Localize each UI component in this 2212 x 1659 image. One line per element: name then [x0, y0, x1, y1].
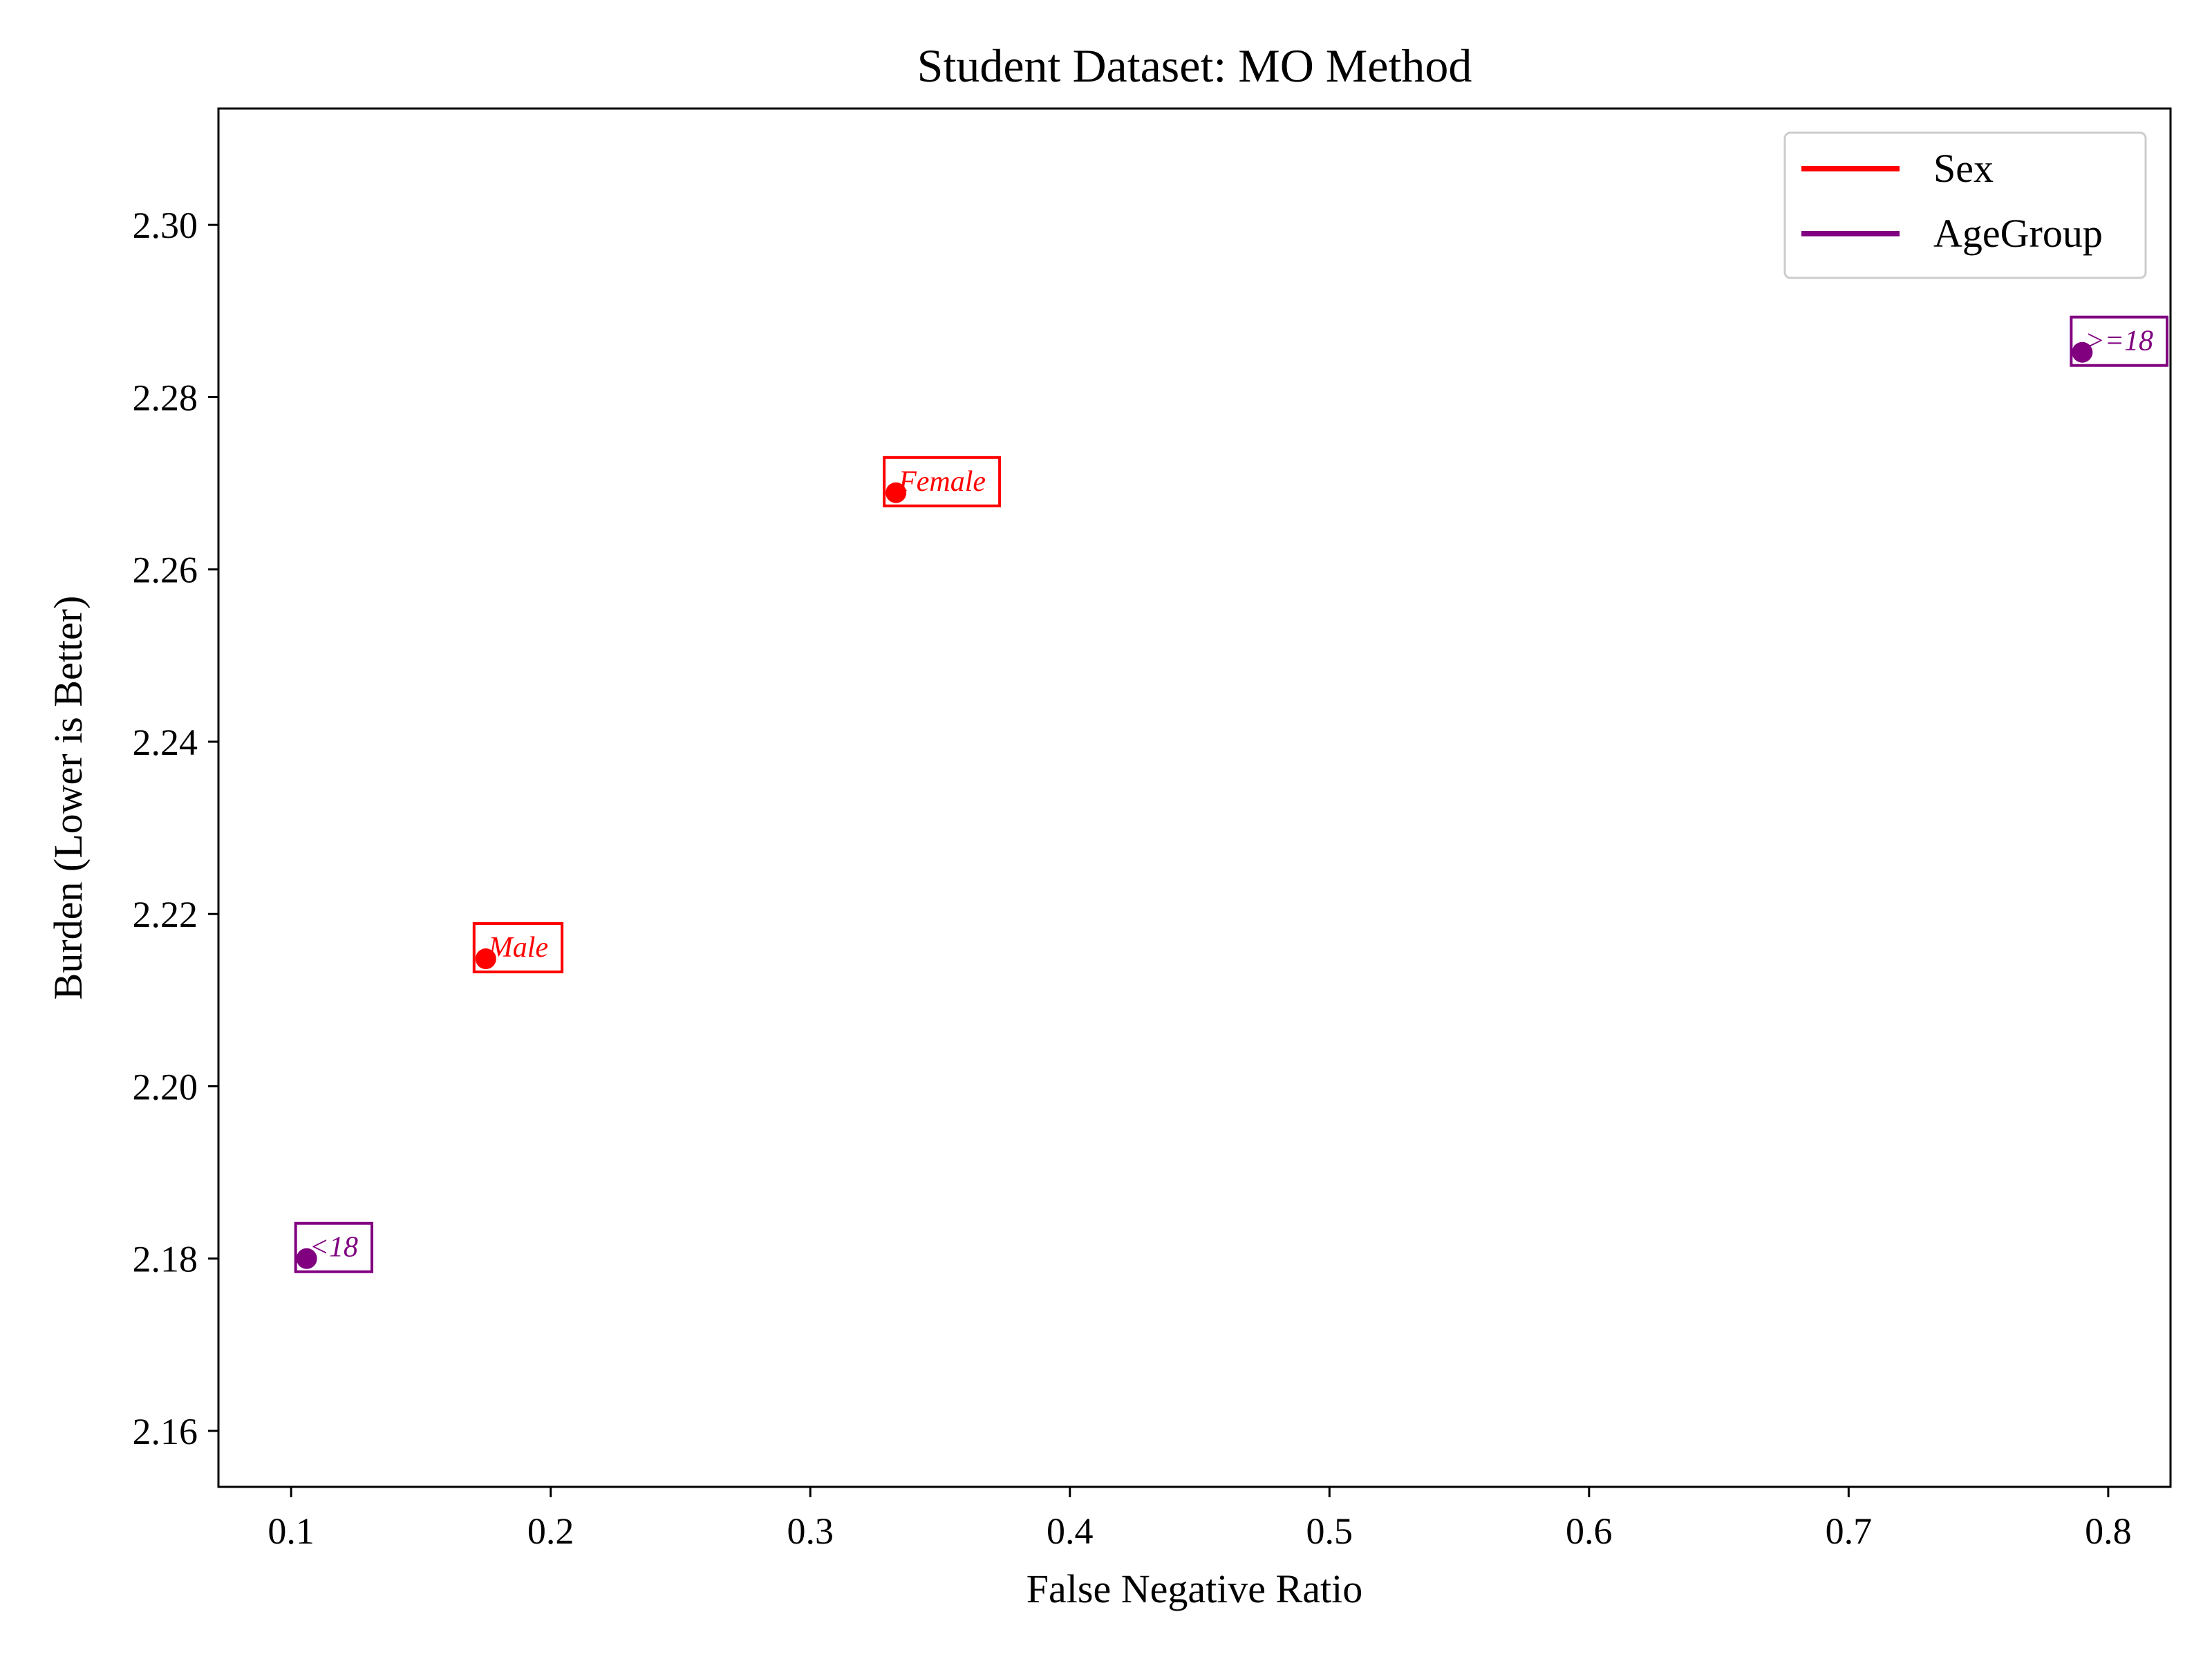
y-tick-label: 2.16	[133, 1411, 198, 1452]
y-tick-label: 2.18	[133, 1239, 198, 1280]
x-tick-label: 0.6	[1566, 1510, 1613, 1552]
point-annotation: <18	[310, 1232, 358, 1264]
y-tick-label: 2.30	[133, 205, 198, 246]
scatter-point	[2072, 341, 2093, 363]
y-tick-label: 2.22	[133, 894, 198, 935]
x-tick-label: 0.7	[1826, 1510, 1873, 1552]
scatter-point	[885, 482, 907, 503]
x-tick-label: 0.5	[1306, 1510, 1353, 1552]
point-group: Male	[472, 922, 564, 974]
point-group: >=18	[2070, 315, 2169, 367]
y-tick-label: 2.24	[133, 722, 198, 763]
x-tick-label: 0.8	[2085, 1510, 2132, 1552]
plot-area-frame	[217, 107, 2172, 1488]
point-group: <18	[294, 1221, 374, 1273]
legend-label-sex: Sex	[1933, 146, 1994, 191]
data-points: Male Female <18 >=18	[294, 315, 2169, 1273]
scatter-point	[296, 1248, 317, 1269]
x-axis-label: False Negative Ratio	[1027, 1566, 1362, 1611]
x-tick-label: 0.1	[268, 1510, 315, 1552]
y-tick-label: 2.26	[133, 550, 198, 591]
x-tick-label: 0.3	[787, 1510, 834, 1552]
legend-label-agegroup: AgeGroup	[1933, 211, 2103, 256]
legend: Sex AgeGroup	[1783, 131, 2147, 279]
y-axis-label: Burden (Lower is Better)	[46, 596, 91, 1000]
scatter-point	[475, 948, 496, 970]
y-axis-ticks: 2.16 2.18 2.20 2.22 2.24 2.26 2.28 2.30	[133, 205, 218, 1452]
point-annotation: Female	[898, 466, 986, 498]
point-annotation: >=18	[2085, 326, 2153, 357]
x-tick-label: 0.2	[527, 1510, 574, 1552]
point-group: Female	[883, 456, 1002, 507]
y-tick-label: 2.28	[133, 377, 198, 418]
y-tick-label: 2.20	[133, 1066, 198, 1107]
x-tick-label: 0.4	[1047, 1510, 1094, 1552]
point-annotation: Male	[488, 932, 548, 964]
x-axis-ticks: 0.1 0.2 0.3 0.4 0.5 0.6 0.7 0.8	[268, 1487, 2132, 1552]
chart-title: Student Dataset: MO Method	[917, 39, 1472, 92]
